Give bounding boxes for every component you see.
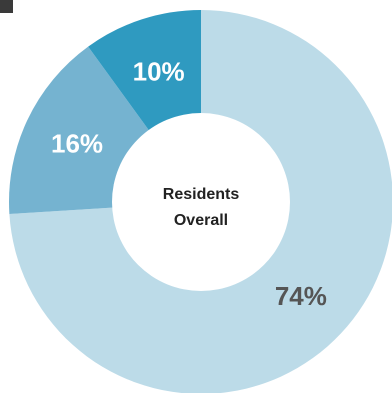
corner-mark — [0, 0, 13, 13]
center-label-line-1: Residents — [163, 186, 240, 203]
slice-1 — [9, 10, 392, 393]
donut-hole — [112, 113, 290, 291]
slice-label-1: 74% — [275, 281, 327, 311]
slice-labels: 74% 16% 10% — [51, 57, 327, 311]
slice-label-3: 10% — [133, 57, 185, 87]
slice-label-2: 16% — [51, 129, 103, 159]
center-label-line-2: Overall — [174, 212, 228, 229]
